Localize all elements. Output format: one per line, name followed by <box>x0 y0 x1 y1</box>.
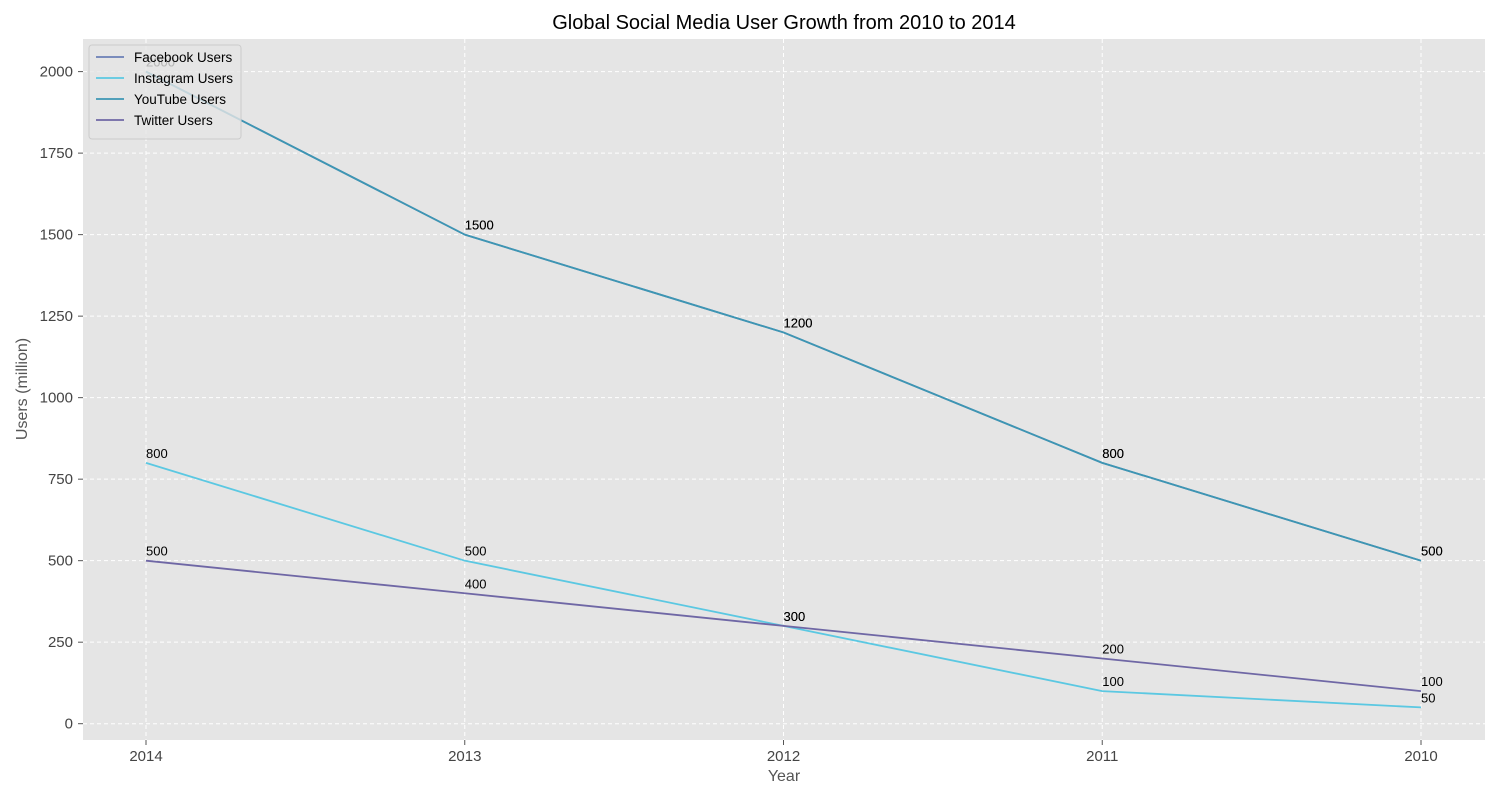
x-axis-label: Year <box>768 768 801 785</box>
y-tick-label: 1000 <box>40 390 73 407</box>
chart-title: Global Social Media User Growth from 201… <box>552 12 1016 34</box>
data-label: 500 <box>1421 544 1443 559</box>
y-tick-label: 0 <box>65 716 73 733</box>
data-label: 200 <box>1102 641 1124 656</box>
x-tick-label: 2013 <box>448 748 481 765</box>
y-tick-label: 750 <box>48 471 73 488</box>
y-tick-label: 2000 <box>40 64 73 81</box>
data-label: 100 <box>1421 674 1443 689</box>
x-axis-ticks: 2014 2013 2012 2011 2010 <box>129 740 1437 765</box>
legend-entry: YouTube Users <box>134 92 226 107</box>
data-label: 1500 <box>465 218 494 233</box>
data-label: 100 <box>1102 674 1124 689</box>
data-label: 400 <box>465 576 487 591</box>
legend: Facebook Users Instagram Users YouTube Use… <box>89 45 241 139</box>
legend-entry: Facebook Users <box>134 50 233 65</box>
x-tick-label: 2010 <box>1404 748 1437 765</box>
data-label: 800 <box>1102 446 1124 461</box>
legend-entry: Twitter Users <box>134 113 213 128</box>
data-label: 500 <box>465 544 487 559</box>
y-tick-label: 1500 <box>40 227 73 244</box>
x-tick-label: 2014 <box>129 748 162 765</box>
y-axis-label: Users (million) <box>14 338 31 440</box>
y-tick-label: 1750 <box>40 145 73 162</box>
data-label: 500 <box>146 544 168 559</box>
legend-entry: Instagram Users <box>134 71 233 86</box>
data-label: 800 <box>146 446 168 461</box>
data-label: 50 <box>1421 690 1435 705</box>
y-tick-label: 1250 <box>40 308 73 325</box>
data-label: 300 <box>784 609 806 624</box>
data-label: 1200 <box>784 315 813 330</box>
y-tick-label: 500 <box>48 553 73 570</box>
x-tick-label: 2012 <box>767 748 800 765</box>
y-axis-ticks: 0 250 500 750 1000 1250 1500 1750 2000 <box>40 64 83 733</box>
x-tick-label: 2011 <box>1086 748 1118 765</box>
y-tick-label: 250 <box>48 634 73 651</box>
